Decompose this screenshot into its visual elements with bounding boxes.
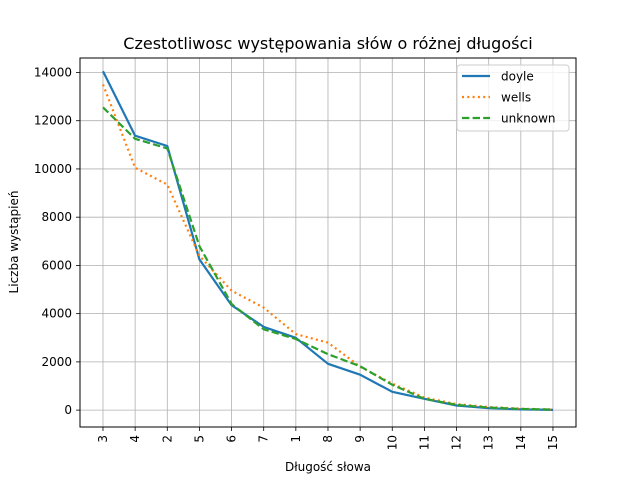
x-tick-label: 11 [417, 435, 431, 450]
data-point-doyle [359, 374, 361, 376]
x-tick-label: 6 [225, 435, 239, 443]
x-axis-label: Długość słowa [285, 460, 371, 474]
x-tick-label: 3 [96, 435, 110, 443]
data-point-wells [295, 333, 297, 335]
legend-box [456, 64, 570, 132]
data-point-unknown [455, 404, 457, 406]
data-point-unknown [327, 353, 329, 355]
y-tick-label: 8000 [41, 210, 72, 224]
data-point-unknown [198, 245, 200, 247]
series-line-wells [101, 84, 554, 411]
data-point-unknown [102, 106, 104, 108]
data-point-wells [327, 341, 329, 343]
data-point-wells [102, 83, 104, 85]
data-point-doyle [391, 391, 393, 393]
data-point-wells [166, 184, 168, 186]
data-point-wells [134, 167, 136, 169]
legend-label-wells: wells [501, 91, 531, 105]
chart-title: Czestotliwosc występowania słów o różnej… [123, 34, 532, 53]
grid-lines [80, 58, 576, 427]
x-tick-label: 2 [160, 435, 174, 443]
y-tick-label: 2000 [41, 355, 72, 369]
x-tick-label: 8 [321, 435, 335, 443]
x-tick-label: 12 [450, 435, 464, 450]
data-point-unknown [391, 384, 393, 386]
y-axis-label: Liczba wystąpień [7, 191, 21, 294]
x-tick-label: 10 [385, 435, 399, 450]
data-point-unknown [423, 398, 425, 400]
x-tick-label: 15 [546, 435, 560, 450]
series-line-doyle [102, 70, 554, 411]
legend-label-unknown: unknown [501, 112, 556, 126]
data-point-unknown [134, 138, 136, 140]
data-point-doyle [134, 135, 136, 137]
legend-label-doyle: doyle [501, 70, 534, 84]
data-point-unknown [230, 303, 232, 305]
data-point-wells [230, 290, 232, 292]
x-axis-ticks: 3 4 2 5 6 7 1 8 9 10 11 12 13 14 15 [96, 427, 560, 450]
y-tick-label: 0 [64, 403, 72, 417]
y-tick-label: 6000 [41, 258, 72, 272]
y-tick-label: 10000 [34, 162, 72, 176]
data-point-unknown [359, 365, 361, 367]
y-tick-label: 4000 [41, 307, 72, 321]
x-tick-label: 13 [482, 435, 496, 450]
data-point-wells [263, 307, 265, 309]
x-tick-label: 14 [514, 435, 528, 450]
x-tick-label: 4 [128, 435, 142, 443]
data-point-doyle [102, 70, 104, 72]
data-point-unknown [295, 338, 297, 340]
x-tick-label: 5 [192, 435, 206, 443]
data-point-unknown [488, 406, 490, 408]
data-point-doyle [327, 363, 329, 365]
data-point-wells [198, 255, 200, 257]
data-point-unknown [263, 328, 265, 330]
data-point-doyle [198, 258, 200, 260]
x-tick-label: 7 [257, 435, 271, 443]
x-tick-label: 9 [353, 435, 367, 443]
x-tick-label: 1 [289, 435, 303, 443]
data-point-unknown [520, 408, 522, 410]
series-line-unknown [102, 106, 554, 411]
legend: doyle wells unknown [456, 64, 570, 132]
y-tick-label: 14000 [34, 65, 72, 79]
y-tick-label: 12000 [34, 114, 72, 128]
data-point-unknown [552, 409, 554, 411]
series-lines [101, 70, 554, 411]
y-axis-ticks: 0 2000 4000 6000 8000 10000 12000 14000 [34, 65, 80, 417]
data-point-unknown [166, 147, 168, 149]
data-point-doyle [166, 145, 168, 147]
